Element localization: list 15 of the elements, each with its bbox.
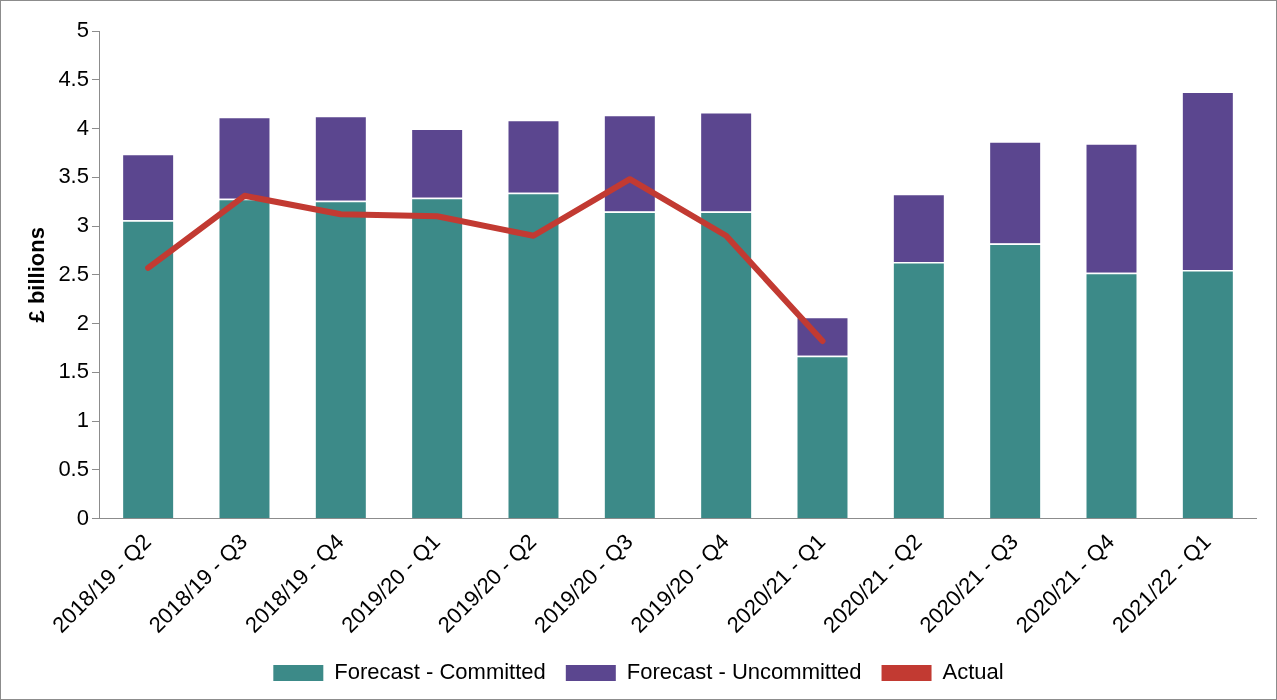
legend-label: Forecast - Uncommitted [626, 659, 862, 685]
y-tick-label: 0 [76, 504, 89, 530]
y-tick-label: 2.5 [58, 260, 89, 286]
y-tick-label: 3.5 [58, 163, 89, 189]
y-tick-label: 3 [76, 212, 89, 238]
y-tick-label: 4 [76, 114, 89, 140]
y-tick-label: 1.5 [58, 358, 89, 384]
legend-label: Forecast - Committed [334, 659, 546, 685]
y-axis-title: £ billions [24, 227, 50, 323]
legend-label: Actual [942, 659, 1004, 685]
y-tick-label: 2 [76, 309, 89, 335]
y-tick-label: 0.5 [58, 455, 89, 481]
y-tick-label: 1 [76, 407, 89, 433]
y-tick-label: 4.5 [58, 65, 89, 91]
y-tick-label: 5 [76, 17, 89, 43]
